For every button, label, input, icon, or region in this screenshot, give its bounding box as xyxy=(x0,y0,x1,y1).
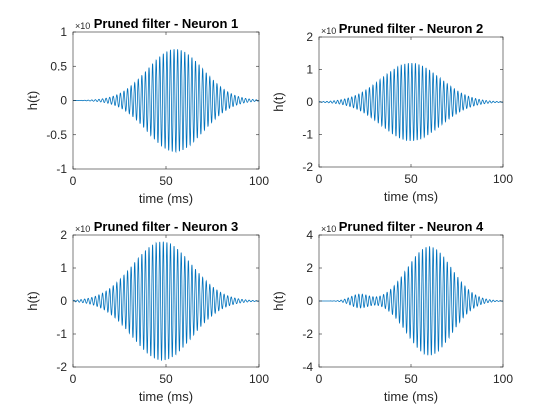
panel-1: 0 50 100 -1 -0.5 0 0.5 1 ×10 Pruned filter - Neur… xyxy=(25,16,269,206)
y-tick-label-3-2: 0 xyxy=(60,294,67,308)
y-tick-label-3-1: -1 xyxy=(56,327,67,341)
x-tick-label-4-2: 100 xyxy=(493,372,513,386)
y-exponent-label-1: ×10 xyxy=(75,21,90,31)
chart-title-1: Pruned filter - Neuron 1 xyxy=(94,16,238,31)
y-tick-label-1-1: -0.5 xyxy=(46,128,67,142)
panel-2: 0 50 100 -2 -1 0 1 2 ×10 Pruned filter - Neuron 2… xyxy=(271,21,513,204)
y-tick-label-3-4: 2 xyxy=(60,228,67,242)
chart-title-3: Pruned filter - Neuron 3 xyxy=(94,219,238,234)
y-exponent-label-4: ×10 xyxy=(321,224,336,234)
chart-title-4: Pruned filter - Neuron 4 xyxy=(339,219,484,234)
y-tick-label-2-2: 0 xyxy=(306,95,313,109)
x-axis-label-3: time (ms) xyxy=(139,389,193,404)
y-tick-label-2-0: -2 xyxy=(302,160,313,174)
y-tick-label-1-3: 0.5 xyxy=(50,59,67,73)
y-exponent-label-2: ×10 xyxy=(321,26,336,36)
y-tick-label-1-0: -1 xyxy=(56,162,67,176)
x-tick-label-4-1: 50 xyxy=(404,372,418,386)
signal-line-2 xyxy=(318,62,504,142)
y-tick-label-4-1: -2 xyxy=(302,327,313,341)
y-tick-label-3-3: 1 xyxy=(60,261,67,275)
y-tick-label-4-0: -4 xyxy=(302,360,313,374)
x-tick-label-1-1: 50 xyxy=(159,174,173,188)
x-tick-label-4-0: 0 xyxy=(316,372,323,386)
chart-title-2: Pruned filter - Neuron 2 xyxy=(339,21,483,36)
x-tick-label-3-1: 50 xyxy=(159,372,173,386)
y-tick-label-4-4: 4 xyxy=(306,228,313,242)
y-tick-label-1-4: 1 xyxy=(60,25,67,39)
panel-3: 0 50 100 -2 -1 0 1 2 ×10 Pruned filter - Neuron 3… xyxy=(25,219,269,404)
y-axis-label-1: h(t) xyxy=(25,91,40,111)
panel-4: 0 50 100 -4 -2 0 2 4 ×10 Pruned filter - Neuron 4… xyxy=(271,219,513,404)
y-tick-label-4-3: 2 xyxy=(306,261,313,275)
x-tick-label-1-2: 100 xyxy=(249,174,269,188)
x-tick-label-3-0: 0 xyxy=(70,372,77,386)
y-exponent-label-3: ×10 xyxy=(75,224,90,234)
x-tick-label-2-1: 50 xyxy=(404,172,418,186)
x-tick-label-3-2: 100 xyxy=(249,372,269,386)
y-tick-label-2-1: -1 xyxy=(302,128,313,142)
signal-line-3 xyxy=(72,241,260,361)
y-tick-label-2-3: 1 xyxy=(306,63,313,77)
y-axis-label-2: h(t) xyxy=(271,92,286,112)
x-tick-label-2-0: 0 xyxy=(316,172,323,186)
x-axis-label-4: time (ms) xyxy=(384,389,438,404)
y-axis-label-4: h(t) xyxy=(271,291,286,311)
signal-line-1 xyxy=(72,49,260,154)
y-axis-label-3: h(t) xyxy=(25,291,40,311)
x-tick-label-2-2: 100 xyxy=(493,172,513,186)
y-tick-label-4-2: 0 xyxy=(306,294,313,308)
y-tick-label-2-4: 2 xyxy=(306,30,313,44)
y-tick-label-1-2: 0 xyxy=(60,94,67,108)
y-tick-label-3-0: -2 xyxy=(56,360,67,374)
x-axis-label-2: time (ms) xyxy=(384,189,438,204)
x-tick-label-1-0: 0 xyxy=(70,174,77,188)
x-axis-label-1: time (ms) xyxy=(139,191,193,206)
signal-line-4 xyxy=(319,246,504,356)
